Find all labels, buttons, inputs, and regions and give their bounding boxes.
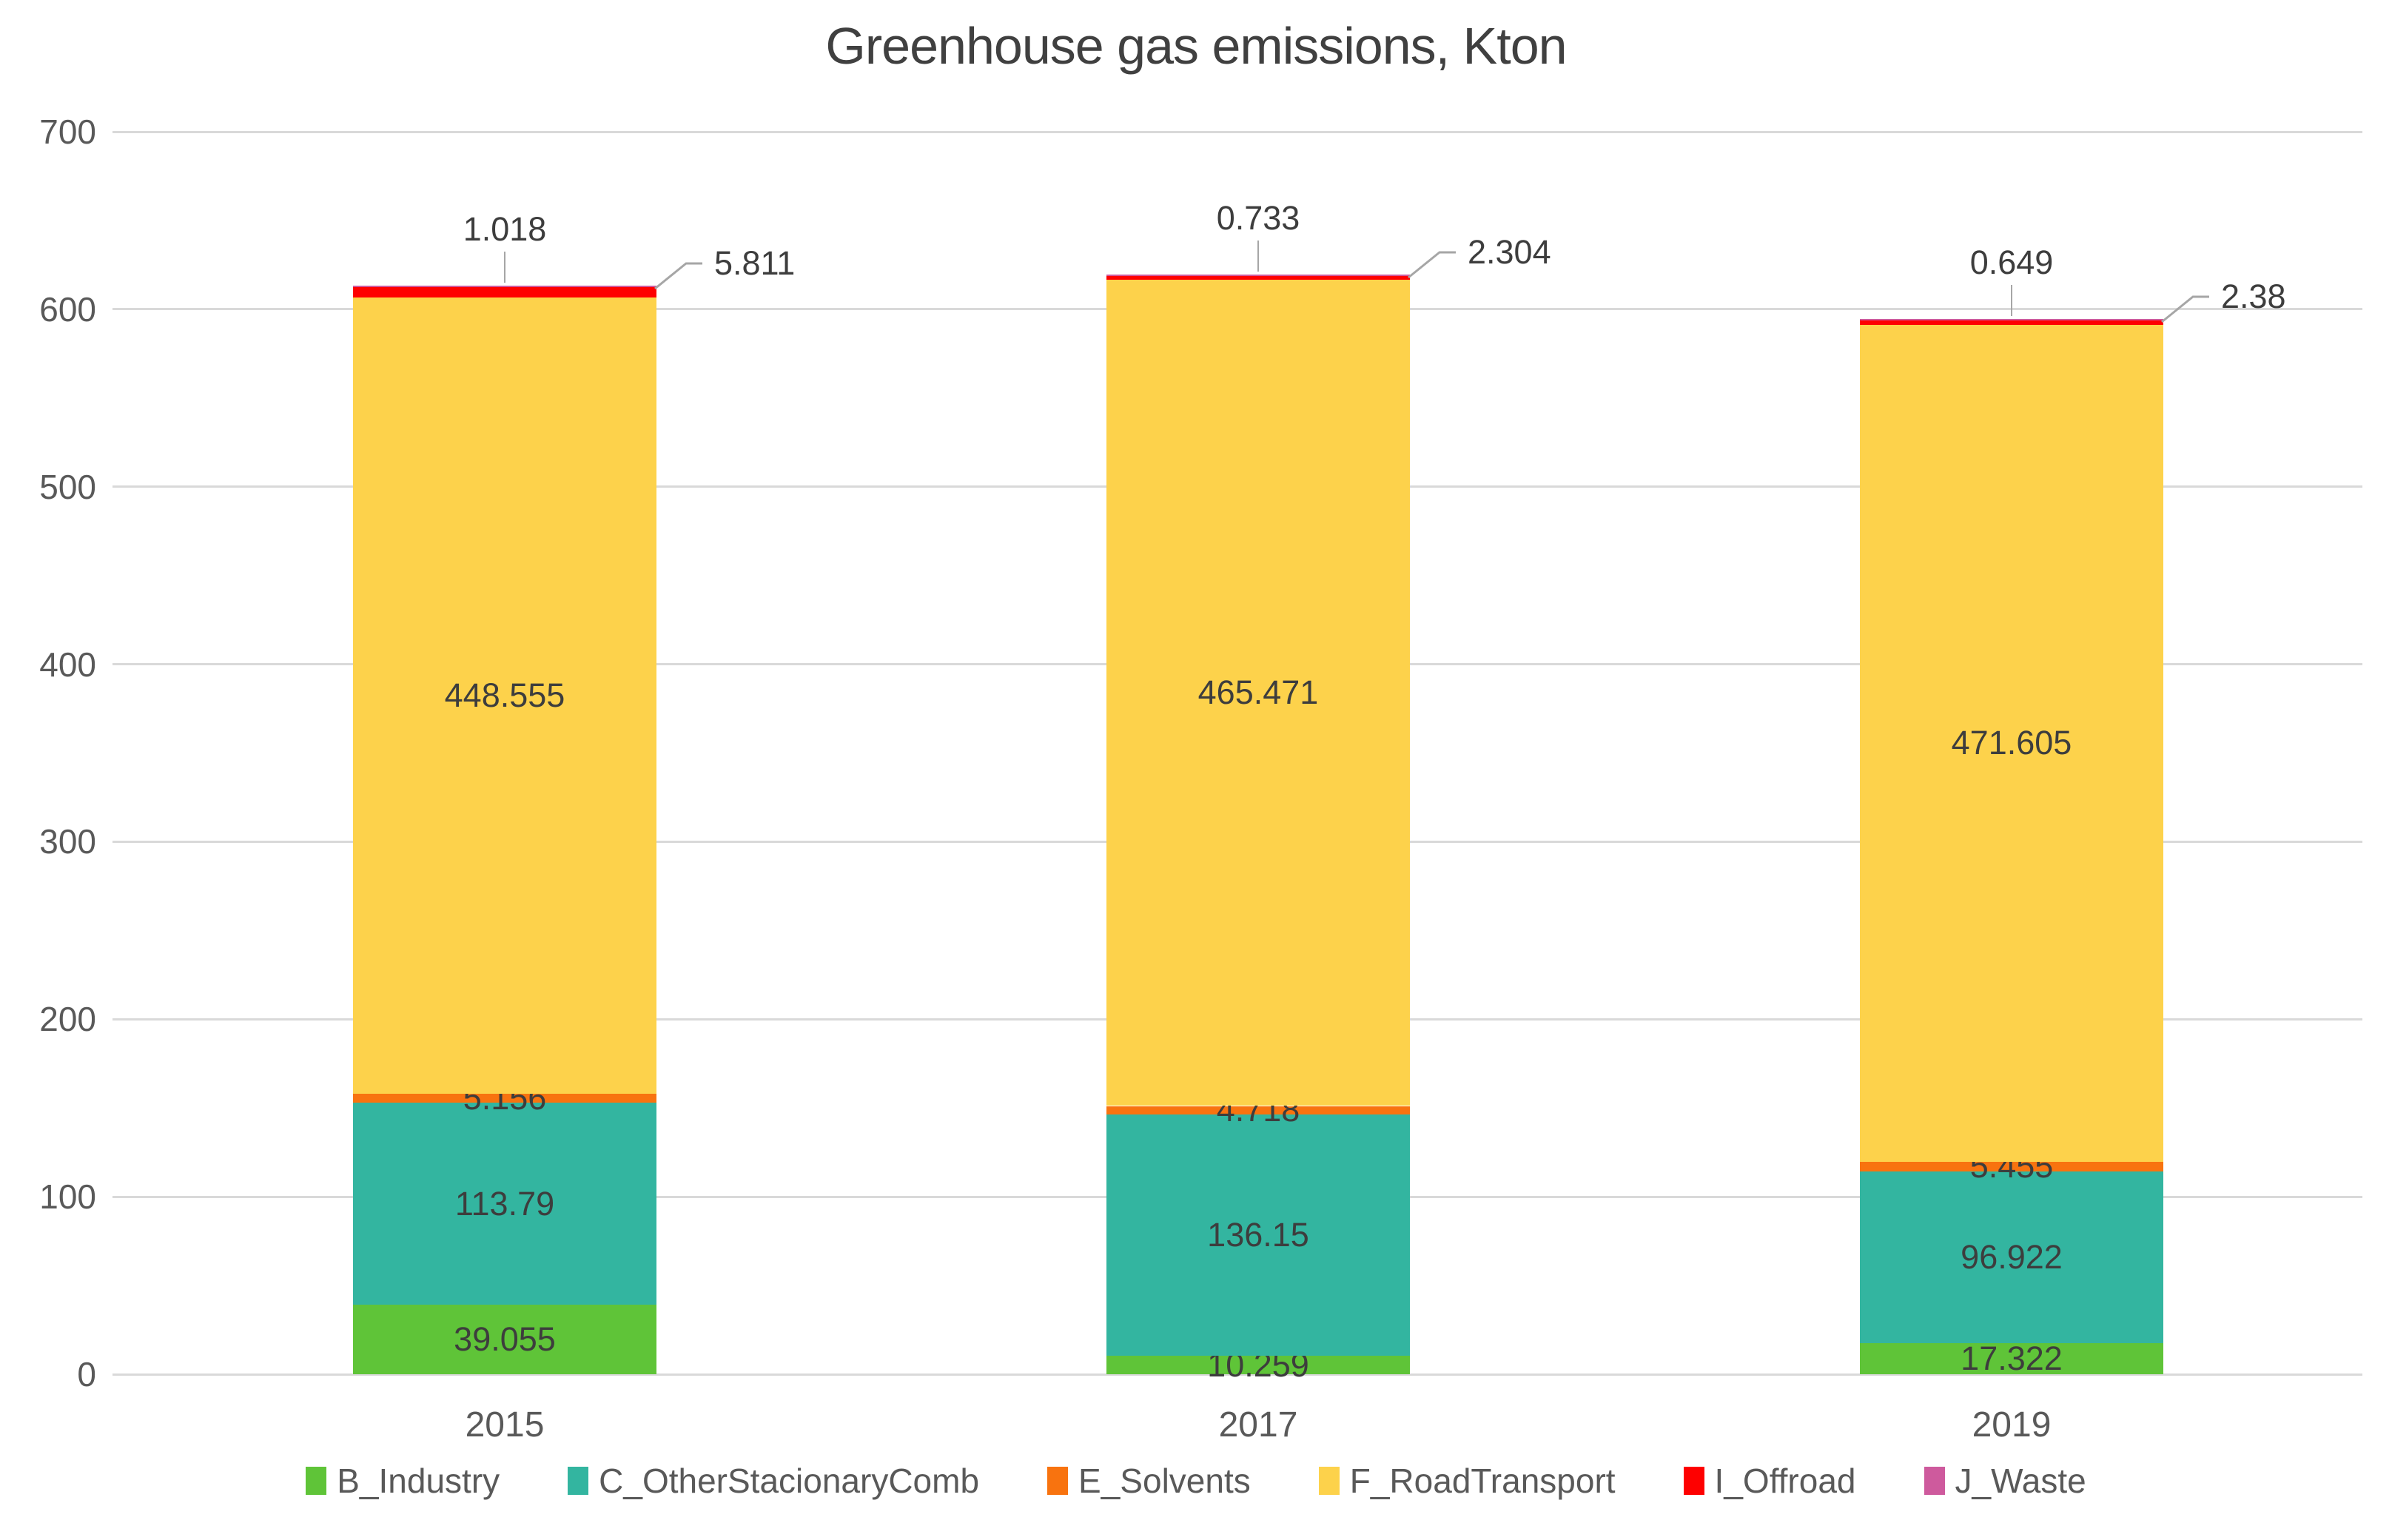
data-label-leader-line: [504, 251, 505, 283]
data-label-J_Waste: 1.018: [463, 209, 547, 248]
bar-segment-I_Offroad: [353, 287, 656, 298]
legend-item-label: B_Industry: [337, 1462, 500, 1500]
bar-segment-C_OtherStacionaryComb: [1860, 1171, 2163, 1344]
legend-item-E_Solvents: E_Solvents: [1047, 1461, 1251, 1501]
y-axis-tick-label: 100: [39, 1177, 96, 1217]
bar-segment-J_Waste: [353, 285, 656, 288]
bar-segment-J_Waste: [1860, 319, 2163, 320]
bar-segment-E_Solvents: [1106, 1106, 1410, 1114]
callout-leader-line: [2161, 295, 2209, 323]
y-axis-tick-label: 700: [39, 112, 96, 151]
y-axis-tick-label: 500: [39, 467, 96, 506]
data-label-F_RoadTransport: 465.471: [1197, 673, 1319, 712]
legend-item-I_Offroad: I_Offroad: [1683, 1461, 1856, 1501]
y-axis-tick-label: 600: [39, 289, 96, 329]
bar-segment-B_Industry: [1860, 1343, 2163, 1374]
data-label-C_OtherStacionaryComb: 113.79: [454, 1184, 555, 1223]
legend-swatch-icon: [1924, 1467, 1945, 1495]
x-axis-label-2015: 2015: [465, 1405, 545, 1445]
data-label-B_Industry: 17.322: [1961, 1339, 2063, 1378]
legend-swatch-icon: [568, 1467, 589, 1495]
gridline-700: [112, 130, 2362, 133]
legend-swatch-icon: [306, 1467, 327, 1495]
chart-title: Greenhouse gas emissions, Kton: [825, 17, 1567, 75]
legend-item-label: C_OtherStacionaryComb: [599, 1462, 980, 1500]
legend-item-F_RoadTransport: F_RoadTransport: [1318, 1461, 1616, 1501]
data-label-C_OtherStacionaryComb: 96.922: [1961, 1238, 2063, 1277]
bar-segment-E_Solvents: [1860, 1161, 2163, 1171]
data-label-I_Offroad: 2.38: [2221, 278, 2286, 315]
legend-item-B_Industry: B_Industry: [306, 1461, 500, 1501]
callout-leader-line: [654, 262, 702, 290]
data-label-I_Offroad: 2.304: [1468, 232, 1551, 271]
legend: B_Industry C_OtherStacionaryComb E_Solvent…: [0, 1461, 2392, 1501]
bar-segment-F_RoadTransport: [1106, 280, 1410, 1106]
x-axis-label-2017: 2017: [1218, 1405, 1298, 1445]
y-axis-tick-label: 200: [39, 1000, 96, 1039]
y-axis-tick-label: 400: [39, 645, 96, 684]
legend-item-label: I_Offroad: [1714, 1462, 1856, 1500]
bar-segment-J_Waste: [1106, 274, 1410, 276]
legend-item-label: F_RoadTransport: [1349, 1462, 1616, 1500]
bar-segment-B_Industry: [1106, 1356, 1410, 1374]
data-label-C_OtherStacionaryComb: 136.15: [1207, 1216, 1309, 1254]
legend-item-label: E_Solvents: [1078, 1462, 1251, 1500]
bar-segment-C_OtherStacionaryComb: [353, 1103, 656, 1305]
data-label-B_Industry: 39.055: [454, 1320, 556, 1359]
data-label-I_Offroad: 5.811: [714, 244, 796, 283]
legend-item-C_OtherStacionaryComb: C_OtherStacionaryComb: [568, 1461, 979, 1501]
data-label-F_RoadTransport: 448.555: [444, 676, 565, 715]
legend-swatch-icon: [1683, 1467, 1704, 1495]
data-label-leader-line: [1257, 240, 1259, 272]
legend-item-J_Waste: J_Waste: [1924, 1461, 2086, 1501]
bar-segment-E_Solvents: [353, 1094, 656, 1103]
y-axis-tick-label: 0: [77, 1355, 96, 1393]
legend-item-label: J_Waste: [1955, 1462, 2086, 1500]
bar-segment-F_RoadTransport: [353, 297, 656, 1095]
bar-segment-I_Offroad: [1106, 275, 1410, 280]
data-label-J_Waste: 0.733: [1216, 198, 1300, 237]
bar-segment-I_Offroad: [1860, 320, 2163, 325]
callout-leader-line: [1408, 251, 1456, 278]
data-label-leader-line: [2011, 285, 2012, 317]
x-axis-label-2019: 2019: [1972, 1405, 2052, 1445]
bar-segment-F_RoadTransport: [1860, 324, 2163, 1162]
legend-swatch-icon: [1318, 1467, 1340, 1495]
legend-swatch-icon: [1047, 1467, 1069, 1495]
data-label-F_RoadTransport: 471.605: [1951, 724, 2072, 762]
bar-segment-C_OtherStacionaryComb: [1106, 1114, 1410, 1356]
y-axis-tick-label: 300: [39, 822, 96, 861]
gridline-0: [112, 1373, 2362, 1376]
bar-segment-B_Industry: [353, 1305, 656, 1374]
data-label-J_Waste: 0.649: [1969, 243, 2054, 282]
